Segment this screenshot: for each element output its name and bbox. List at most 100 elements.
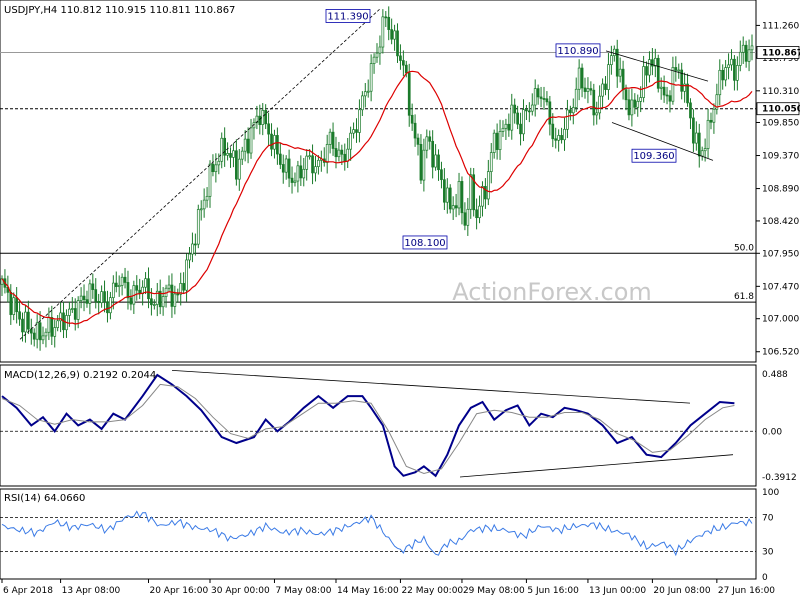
candle-body [434, 154, 437, 168]
swing-annotation-label: 110.890 [557, 46, 598, 57]
price-chart-title: USDJPY,H4 110.812 110.915 110.811 110.86… [4, 5, 235, 16]
candle-body [290, 177, 294, 183]
candle-body [202, 199, 206, 210]
candle-body [340, 149, 344, 155]
macd-y-label: 0.488 [762, 370, 788, 380]
y-tick-label: 111.260 [762, 21, 799, 31]
candle-body [53, 327, 57, 337]
fib-label: 50.0 [734, 243, 754, 253]
swing-annotation-box [325, 9, 371, 23]
candle-body [659, 86, 663, 89]
candle-body [173, 293, 177, 307]
candle-body [577, 67, 581, 90]
candle-body [404, 64, 408, 74]
macd-signal-line [1, 383, 735, 475]
candle-body [571, 107, 575, 114]
candle-body [35, 322, 39, 340]
candle-body [402, 60, 405, 66]
candle-body [208, 163, 212, 197]
candle-body [747, 49, 751, 62]
candle-body [738, 51, 742, 66]
candle-body [610, 55, 613, 66]
candle-body [630, 99, 634, 116]
candle-body [542, 98, 546, 100]
candle-body [284, 158, 288, 173]
candle-body [668, 95, 672, 102]
candle-body [460, 181, 464, 214]
candle-body [612, 48, 616, 56]
candle-body [82, 295, 86, 300]
candle-body [627, 99, 631, 116]
candle-body [533, 88, 537, 106]
candle-body [709, 119, 713, 123]
candle-body [413, 122, 417, 139]
candle-body [15, 297, 18, 313]
candle-body [689, 102, 692, 119]
candle-body [325, 144, 329, 163]
candle-body [264, 110, 268, 125]
candle-body [100, 291, 103, 304]
candle-body [94, 289, 98, 302]
rsi-layer: 100 70 30 0 [0, 488, 779, 583]
candle-body [551, 123, 555, 140]
candle-body [589, 88, 593, 91]
candle-body [642, 66, 645, 98]
candle-body [276, 135, 279, 155]
price-label: 110.050 [762, 105, 800, 115]
candle-body [548, 101, 552, 125]
candle-body [152, 304, 156, 306]
candle-body [680, 69, 684, 92]
candle-body [179, 283, 183, 295]
candle-body [697, 132, 701, 157]
candle-body [653, 57, 657, 67]
candle-body [155, 290, 159, 305]
candle-body [563, 128, 566, 141]
candle-body [378, 46, 382, 54]
candle-body [32, 332, 36, 340]
candle-body [194, 243, 197, 246]
y-tick-label: 109.850 [762, 118, 799, 128]
x-tick-label: 7 May 08:00 [275, 586, 331, 596]
candle-body [296, 165, 300, 182]
swing-annotation-box [555, 43, 601, 58]
candle-body [607, 64, 610, 90]
candle-body [507, 123, 511, 131]
candle-body [692, 117, 695, 144]
x-axis: 6 Apr 2018 13 Apr 08:00 20 Apr 16:00 30 Apr… [1, 579, 775, 596]
macd-title: MACD(12,26,9) 0.2192 0.2044 [4, 370, 156, 381]
candle-body [583, 87, 587, 92]
rsi-y-label: 30 [762, 548, 774, 558]
candle-body [176, 293, 180, 296]
price-label: 110.867 [762, 48, 800, 58]
moving-average-line [1, 70, 753, 325]
candle-body [381, 16, 385, 48]
x-tick-label: 20 Jun 08:00 [653, 586, 710, 596]
candle-body [278, 153, 282, 165]
candle-body [150, 298, 153, 306]
candle-body [463, 212, 467, 226]
candle-body [448, 187, 452, 210]
candle-body [481, 186, 484, 207]
candle-body [665, 94, 669, 97]
x-tick-label: 5 Jun 16:00 [527, 586, 579, 596]
candle-body [639, 97, 643, 102]
x-tick-label: 6 Apr 2018 [3, 586, 53, 596]
candle-body [457, 181, 461, 209]
candle-body [513, 104, 517, 114]
channel-bottom [611, 122, 714, 161]
candle-body [88, 283, 92, 304]
candle-body [328, 131, 332, 145]
candle-body [214, 164, 218, 173]
y-tick-label: 107.000 [762, 315, 799, 325]
channel-top [605, 50, 709, 82]
candle-body [422, 149, 426, 181]
candle-body [56, 320, 60, 328]
x-tick-label: 29 May 08:00 [463, 586, 525, 596]
candle-body [712, 108, 716, 123]
candle-body [407, 72, 411, 116]
x-tick-label: 14 May 16:00 [337, 586, 399, 596]
candle-body [677, 69, 681, 72]
candle-body [12, 297, 16, 315]
candle-body [384, 16, 388, 19]
candle-body [566, 109, 569, 130]
